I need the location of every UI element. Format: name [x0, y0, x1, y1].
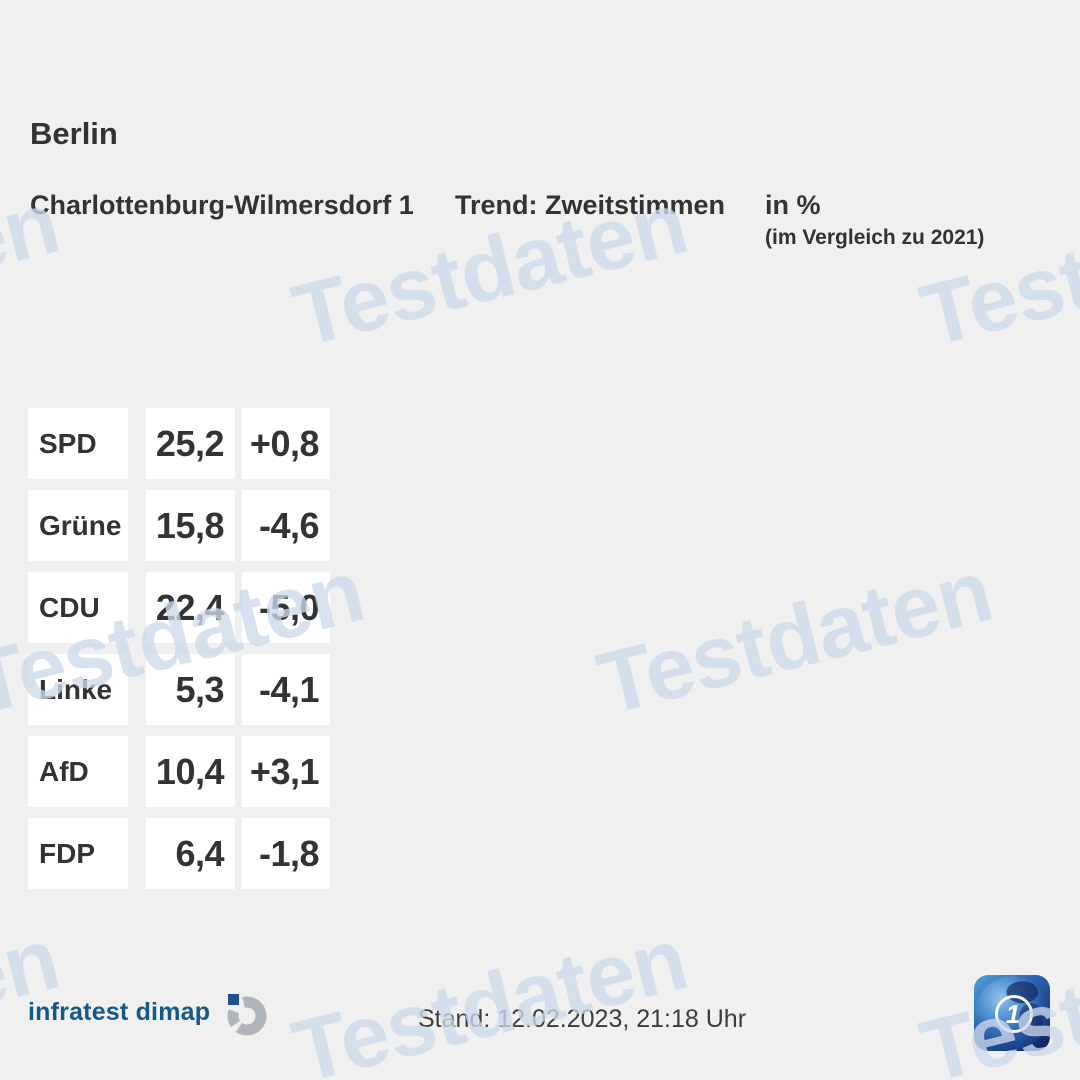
page-title: Berlin — [30, 116, 118, 151]
party-change: -5,0 — [242, 572, 330, 643]
infratest-dimap-logo-icon — [227, 994, 267, 1036]
watermark-text: Testdaten — [588, 540, 1001, 734]
party-change: -4,1 — [242, 654, 330, 725]
table-row: CDU 22,4 -5,0 — [28, 572, 330, 643]
table-row: Grüne 15,8 -4,6 — [28, 490, 330, 561]
results-table: SPD 25,2 +0,8 Grüne 15,8 -4,6 CDU 22,4 -5,0 Linke… — [28, 408, 330, 889]
source-logo: infratest dimap — [28, 992, 268, 1038]
party-change: +0,8 — [242, 408, 330, 479]
party-label: FDP — [28, 818, 128, 889]
ard-ring-icon: 1 — [995, 995, 1033, 1033]
ard-one-glyph: 1 — [1005, 999, 1021, 1029]
party-label: Linke — [28, 654, 128, 725]
watermark-text: Testdaten — [911, 172, 1080, 366]
table-row: SPD 25,2 +0,8 — [28, 408, 330, 479]
table-row: AfD 10,4 +3,1 — [28, 736, 330, 807]
party-label: Grüne — [28, 490, 128, 561]
unit-label: in % — [765, 190, 821, 220]
party-label: CDU — [28, 572, 128, 643]
party-value: 5,3 — [146, 654, 235, 725]
party-value: 10,4 — [146, 736, 235, 807]
party-value: 15,8 — [146, 490, 235, 561]
timestamp: Stand: 12.02.2023, 21:18 Uhr — [418, 1005, 747, 1033]
district-label: Charlottenburg-Wilmersdorf 1 — [30, 190, 414, 220]
table-row: Linke 5,3 -4,1 — [28, 654, 330, 725]
ard-logo-icon: 1 — [974, 975, 1050, 1051]
party-label: AfD — [28, 736, 128, 807]
party-value: 25,2 — [146, 408, 235, 479]
party-value: 22,4 — [146, 572, 235, 643]
watermark-text: Testdaten — [283, 908, 696, 1080]
party-change: -1,8 — [242, 818, 330, 889]
comparison-label: (im Vergleich zu 2021) — [765, 226, 985, 249]
party-change: -4,6 — [242, 490, 330, 561]
source-logo-label: infratest dimap — [28, 998, 211, 1026]
table-row: FDP 6,4 -1,8 — [28, 818, 330, 889]
party-label: SPD — [28, 408, 128, 479]
trend-label: Trend: Zweitstimmen — [455, 190, 726, 220]
party-change: +3,1 — [242, 736, 330, 807]
party-value: 6,4 — [146, 818, 235, 889]
